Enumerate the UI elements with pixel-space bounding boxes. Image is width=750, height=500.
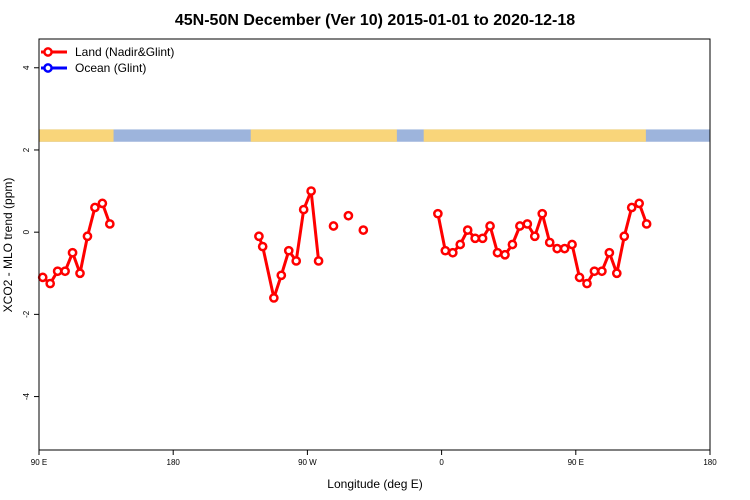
data-point (582, 278, 592, 289)
data-point (515, 221, 525, 231)
axes: 90 E 180 90 W 0 90 E 180 4 2 0 -2 -4 (22, 65, 717, 467)
data-point (477, 233, 488, 244)
data-point (559, 243, 570, 254)
chart-title: 45N-50N December (Ver 10) 2015-01-01 to … (175, 12, 575, 29)
data-point (254, 231, 264, 242)
data-point (291, 256, 302, 266)
data-point (462, 225, 473, 235)
series-line (257, 189, 321, 300)
y-tick-label: -4 (22, 392, 31, 400)
data-point (552, 243, 563, 254)
legend-marker (43, 63, 53, 73)
data-point (433, 208, 443, 219)
data-point (440, 245, 451, 256)
data-point (306, 186, 316, 196)
data-point (604, 247, 615, 258)
data-point (52, 266, 63, 277)
data-point (97, 198, 108, 209)
x-tick-label: 180 (703, 458, 717, 467)
legend-label: Land (Nadir&Glint) (75, 45, 174, 59)
data-point (67, 247, 78, 258)
data-point (343, 210, 354, 221)
x-axis-label: Longitude (deg E) (327, 477, 422, 491)
data-point (500, 249, 510, 260)
data-point (75, 268, 85, 279)
data-point (328, 221, 339, 231)
land-ocean-band (39, 129, 710, 142)
y-tick-label: 4 (22, 65, 31, 70)
data-point (470, 233, 480, 244)
land-band-segment (423, 129, 646, 142)
data-point (37, 272, 48, 283)
data-point (485, 221, 495, 231)
data-point (45, 278, 56, 289)
data-point (507, 239, 518, 250)
y-axis-label: XCO2 - MLO trend (ppm) (1, 178, 15, 313)
data-point (283, 245, 294, 256)
legend-marker (43, 47, 53, 57)
land-band-segment (39, 129, 114, 142)
data-point (529, 231, 540, 242)
x-tick-label: 90 E (31, 458, 47, 467)
legend: Land (Nadir&Glint) Ocean (Glint) (41, 45, 174, 75)
data-point (313, 256, 324, 266)
data-point (447, 247, 458, 258)
data-point (269, 293, 279, 303)
data-point (492, 247, 503, 258)
x-tick-label: 90 E (568, 458, 584, 467)
data-point (589, 266, 600, 277)
data-point (574, 272, 585, 283)
data-point (597, 266, 607, 277)
data-point (90, 202, 100, 213)
data-point (634, 198, 645, 209)
data-point (611, 268, 622, 279)
y-tick-label: 0 (22, 229, 31, 234)
x-tick-label: 0 (439, 458, 444, 467)
data-point (298, 204, 309, 215)
data-point (626, 202, 637, 213)
data-point (641, 219, 652, 229)
x-tick-label: 90 W (298, 458, 317, 467)
legend-label: Ocean (Glint) (75, 61, 146, 75)
data-point (455, 239, 466, 250)
data-point (619, 231, 630, 242)
y-tick-label: 2 (22, 147, 31, 152)
y-tick-label: -2 (22, 310, 31, 318)
data-point (358, 225, 369, 235)
plot-frame (38, 38, 711, 451)
data-point (537, 208, 548, 219)
data-point (104, 219, 115, 229)
data-point (567, 239, 577, 250)
data-point (82, 231, 93, 242)
data-point (257, 241, 268, 252)
x-tick-label: 180 (167, 458, 181, 467)
data-point (544, 237, 555, 248)
data-point (60, 266, 70, 277)
data-point (522, 219, 533, 229)
series-land (37, 186, 652, 303)
land-band-segment (250, 129, 397, 142)
data-point (276, 270, 287, 281)
